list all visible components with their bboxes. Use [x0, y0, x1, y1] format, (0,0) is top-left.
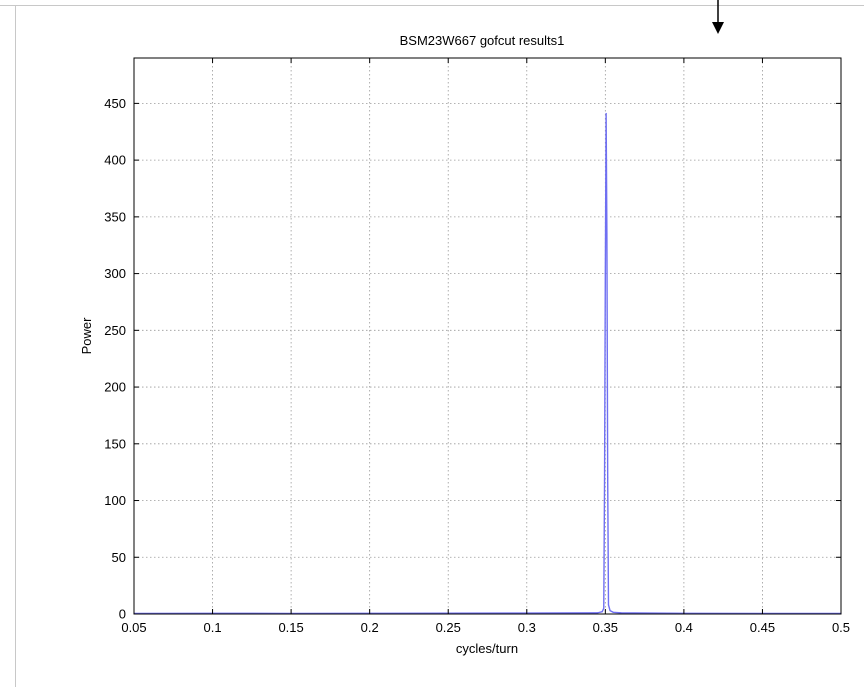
y-tick-label: 350	[104, 209, 126, 224]
series-point	[620, 612, 622, 614]
series-line	[133, 112, 841, 615]
series-point	[609, 609, 611, 612]
x-tick-label: 0.25	[436, 620, 461, 635]
x-tick-label: 0.2	[361, 620, 379, 635]
series-layer	[133, 112, 842, 615]
series-point	[603, 479, 606, 481]
y-tick-label: 450	[104, 96, 126, 111]
y-tick-label: 300	[104, 266, 126, 281]
series-point	[605, 113, 607, 115]
series-point	[596, 612, 599, 614]
x-tick-label: 0.3	[518, 620, 536, 635]
grid	[134, 58, 841, 614]
y-tick-label: 50	[112, 550, 126, 565]
y-tick-label: 200	[104, 380, 126, 395]
x-tick-label: 0.5	[832, 620, 850, 635]
series-point	[606, 233, 608, 235]
x-axis-label: cycles/turn	[456, 641, 518, 656]
x-tick-label: 0.35	[593, 620, 618, 635]
x-tick-label: 0.4	[675, 620, 693, 635]
chart-title: BSM23W667 gofcut results1	[400, 33, 565, 48]
y-tick-label: 150	[104, 436, 126, 451]
y-tick-label: 0	[119, 607, 126, 622]
plot-area: 0.05 0.1 0.15 0.2 0.25 0.3 0.35 0.4 0.45 0.5 0 50 1…	[104, 57, 850, 635]
x-tick-label: 0.45	[750, 620, 775, 635]
axes-box	[133, 57, 842, 615]
series-point	[601, 611, 603, 613]
x-axis: 0.05 0.1 0.15 0.2 0.25 0.3 0.35 0.4 0.45 0.5	[121, 58, 850, 635]
series-point	[607, 604, 610, 606]
down-arrow-icon	[712, 0, 724, 34]
y-tick-label: 400	[104, 153, 126, 168]
y-axis: 0 50 100 150 200 250 300 350 400 450	[104, 96, 841, 622]
y-tick-label: 250	[104, 323, 126, 338]
x-tick-label: 0.15	[278, 620, 303, 635]
y-tick-label: 100	[104, 493, 126, 508]
x-tick-label: 0.05	[121, 620, 146, 635]
series-point	[607, 477, 609, 479]
series-point	[604, 272, 606, 275]
series-point	[612, 611, 614, 613]
y-axis-label: Power	[79, 317, 94, 355]
x-tick-label: 0.1	[204, 620, 222, 635]
series-point	[603, 607, 605, 609]
